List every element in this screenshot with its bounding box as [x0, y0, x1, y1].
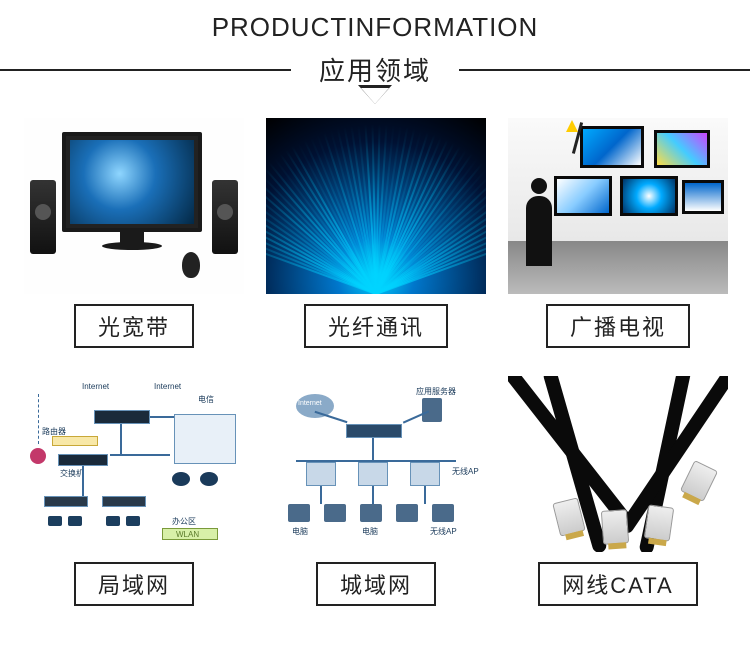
- cell-fiber: 光纤通讯: [266, 118, 486, 348]
- application-grid: 光宽带 光纤通讯 广播电视 Internet Internet 电信 路由器 交…: [0, 110, 750, 606]
- cell-label: 光纤通讯: [304, 304, 448, 348]
- lan-diagram-image: Internet Internet 电信 路由器 交换机 办公区 WLAN: [24, 376, 244, 552]
- person-icon: [526, 196, 552, 266]
- cell-cable: 网线CATA: [508, 376, 728, 606]
- cell-label: 广播电视: [546, 304, 690, 348]
- english-title: PRODUCTINFORMATION: [0, 12, 750, 43]
- tv-icon: [682, 180, 724, 214]
- chinese-title: 应用领域: [291, 51, 459, 88]
- speaker-icon: [212, 180, 238, 254]
- monitor-icon: [62, 132, 202, 232]
- mouse-icon: [182, 252, 200, 278]
- tv-icon: [654, 130, 710, 168]
- title-divider: 应用领域: [0, 51, 750, 88]
- cell-lan: Internet Internet 电信 路由器 交换机 办公区 WLAN: [24, 376, 244, 606]
- rj45-plug-icon: [680, 460, 718, 502]
- chevron-down-icon: [361, 88, 389, 104]
- divider-line-right: [459, 69, 750, 71]
- cell-label: 局域网: [74, 562, 194, 606]
- rj45-plug-icon: [644, 504, 674, 541]
- cell-label: 光宽带: [74, 304, 194, 348]
- cell-label: 网线CATA: [538, 562, 697, 606]
- speaker-icon: [30, 180, 56, 254]
- broadcast-image: [508, 118, 728, 294]
- broadband-image: [24, 118, 244, 294]
- user-icon: [30, 448, 46, 464]
- fiber-image: [266, 118, 486, 294]
- divider-line-left: [0, 69, 291, 71]
- tv-icon: [580, 126, 644, 168]
- lightning-icon: [566, 120, 578, 132]
- tv-icon: [620, 176, 678, 216]
- rj45-plug-icon: [601, 509, 629, 545]
- switch-icon: [58, 454, 108, 466]
- chevron-wrap: [0, 88, 750, 110]
- header: PRODUCTINFORMATION 应用领域: [0, 0, 750, 110]
- cable-image: [508, 376, 728, 552]
- tv-icon: [554, 176, 612, 216]
- router-icon: [94, 410, 150, 424]
- cell-label: 城域网: [316, 562, 436, 606]
- cell-broadcast: 广播电视: [508, 118, 728, 348]
- man-diagram-image: Internet 应用服务器 无线AP 电脑 电脑 无线AP: [266, 376, 486, 552]
- cell-man: Internet 应用服务器 无线AP 电脑 电脑 无线AP 城域网: [266, 376, 486, 606]
- cell-broadband: 光宽带: [24, 118, 244, 348]
